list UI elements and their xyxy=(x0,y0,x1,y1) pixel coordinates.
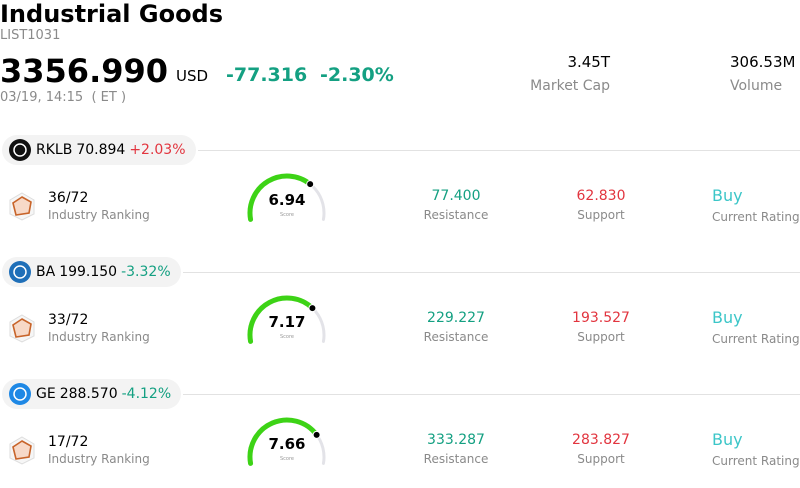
score-label: Score xyxy=(280,456,294,462)
stat-value: 306.53M xyxy=(730,53,796,71)
value-label: Support xyxy=(577,452,625,466)
value: 229.227 xyxy=(427,310,485,326)
title: Industrial Goods xyxy=(0,0,224,28)
ranking: 33/72 xyxy=(48,312,89,328)
separator xyxy=(183,272,800,273)
value-label: Resistance xyxy=(423,452,489,466)
stat-label: Market Cap xyxy=(530,78,610,94)
rating: Buy xyxy=(712,430,743,449)
separator xyxy=(198,150,800,151)
rating-label: Current Rating xyxy=(712,210,800,224)
rating: Buy xyxy=(712,308,743,327)
logo-circle xyxy=(9,261,31,283)
value: 283.827 xyxy=(572,432,630,448)
score: 7.17 xyxy=(268,313,305,331)
gauge-dot xyxy=(306,180,315,189)
stock-pill: RKLB 70.894 +2.03% xyxy=(2,135,196,165)
logo-circle xyxy=(9,139,31,161)
ranking-shape xyxy=(12,440,32,460)
separator xyxy=(183,394,800,395)
rating-label: Current Rating xyxy=(712,454,800,468)
rating: Buy xyxy=(712,186,743,205)
value-label: Support xyxy=(577,330,625,344)
stock-price: 288.570 xyxy=(59,386,118,402)
price: 3356.990 xyxy=(0,52,169,90)
currency: USD xyxy=(176,67,209,85)
logo-inner xyxy=(13,387,27,401)
value-label: Support xyxy=(577,208,625,222)
score-label: Score xyxy=(280,212,294,218)
ranking-shape xyxy=(12,196,32,216)
logo xyxy=(9,261,31,283)
rating-label: Current Rating xyxy=(712,332,800,346)
ranking-icon xyxy=(9,436,35,465)
symbol: GE xyxy=(36,386,56,402)
code: LIST1031 xyxy=(0,28,61,43)
stock-change: -4.12% xyxy=(121,386,172,402)
gauge-dot xyxy=(312,430,321,439)
gauge-fill xyxy=(247,173,313,222)
time: 03/19, 14:15 ( ET ) xyxy=(0,90,126,105)
ranking-shape xyxy=(12,318,32,338)
value: 77.400 xyxy=(431,188,481,204)
ranking-label: Industry Ranking xyxy=(48,452,150,466)
ranking-label: Industry Ranking xyxy=(48,330,150,344)
logo-inner xyxy=(13,265,27,279)
score-label: Score xyxy=(280,334,294,340)
logo-inner xyxy=(13,143,27,157)
symbol: BA xyxy=(36,264,56,280)
value: 62.830 xyxy=(576,188,626,204)
score: 6.94 xyxy=(268,191,305,209)
gauge-fill xyxy=(247,295,315,344)
value-label: Resistance xyxy=(423,208,489,222)
value-label: Resistance xyxy=(423,330,489,344)
logo xyxy=(9,139,31,161)
ranking-label: Industry Ranking xyxy=(48,208,150,222)
stat-label: Volume xyxy=(730,78,783,94)
ranking-icon xyxy=(9,192,35,221)
stat-value: 3.45T xyxy=(567,53,610,71)
ranking: 36/72 xyxy=(48,190,89,206)
logo xyxy=(9,383,31,405)
stock-change: +2.03% xyxy=(129,142,186,158)
logo-circle xyxy=(9,383,31,405)
gauge-dot xyxy=(308,304,317,313)
stock-pill: GE 288.570 -4.12% xyxy=(2,379,182,409)
value: 193.527 xyxy=(572,310,630,326)
value: 333.287 xyxy=(427,432,485,448)
gauge-fill xyxy=(247,417,320,466)
ranking-icon xyxy=(9,314,35,343)
stock-pill: BA 199.150 -3.32% xyxy=(2,257,181,287)
stock-price: 199.150 xyxy=(59,264,118,280)
stock-price: 70.894 xyxy=(76,142,126,158)
score: 7.66 xyxy=(268,435,305,453)
gauge: 6.94 Score xyxy=(247,173,326,222)
time-value: 03/19, 14:15 xyxy=(0,90,84,105)
ranking: 17/72 xyxy=(48,434,89,450)
stock-change: -3.32% xyxy=(121,264,171,280)
symbol: RKLB xyxy=(36,142,73,158)
timezone: ( ET ) xyxy=(91,90,127,105)
change: -77.316 xyxy=(226,64,308,86)
gauge: 7.66 Score xyxy=(247,417,326,466)
gauge: 7.17 Score xyxy=(247,295,326,344)
change-pct: -2.30% xyxy=(320,64,394,86)
